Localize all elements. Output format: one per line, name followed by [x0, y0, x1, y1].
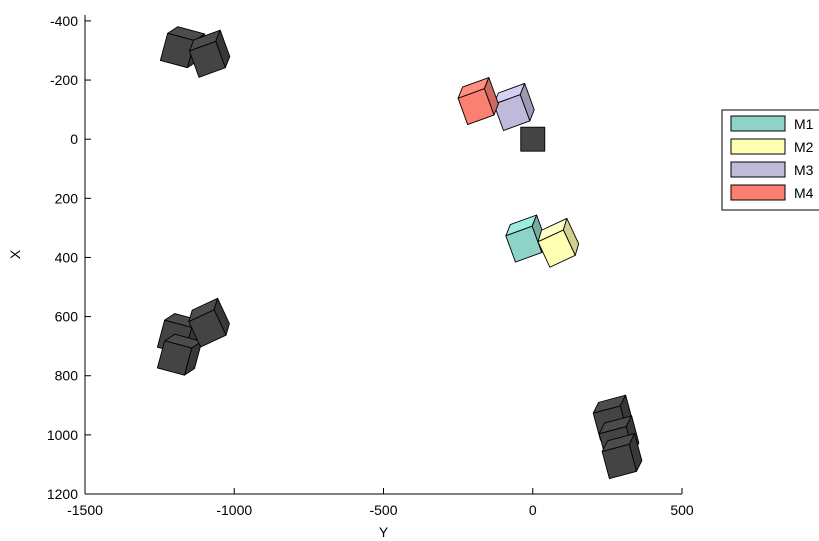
cube-face-front: [493, 94, 531, 131]
y-tick-label: 400: [55, 249, 79, 265]
y-tick-label: 600: [55, 309, 79, 325]
cube-m3: [493, 82, 535, 131]
cube-m1: [505, 214, 547, 263]
cube-m4: [457, 77, 499, 126]
legend-label: M2: [794, 139, 814, 155]
obstacle-cube: [188, 297, 230, 348]
cube-face-front: [188, 309, 227, 348]
y-tick-label: 200: [55, 190, 79, 206]
cube-face-front: [537, 229, 576, 268]
cube-markers: [156, 26, 643, 480]
legend-label: M1: [794, 116, 814, 132]
cube-face-front: [601, 443, 637, 480]
x-tick-label: -1500: [67, 502, 103, 518]
legend: M1 M2 M3 M4: [721, 109, 819, 211]
cube-face-front: [156, 340, 193, 376]
x-tick-label: -500: [369, 502, 397, 518]
legend-swatch: [730, 115, 786, 132]
legend-label: M4: [794, 185, 814, 201]
legend-swatch: [730, 184, 786, 201]
obstacle-cube: [520, 126, 546, 152]
ticks: -1500 -1000 -500 0 500 -400 -200 0 200 400 600 800 1…: [47, 13, 694, 518]
x-tick-label: 0: [529, 502, 537, 518]
y-tick-label: 1000: [47, 427, 78, 443]
legend-label: M3: [794, 162, 814, 178]
cube-face-front: [457, 88, 495, 126]
cube-face-front: [520, 126, 546, 152]
obstacle-cube: [601, 433, 643, 480]
y-tick-label: -200: [50, 72, 78, 88]
cube-face-front: [505, 225, 543, 263]
legend-swatch: [730, 161, 786, 178]
x-axis-label: Y: [379, 524, 389, 540]
y-tick-label: 1200: [47, 486, 78, 502]
legend-swatch: [730, 138, 786, 155]
axes: [84, 15, 682, 495]
x-tick-label: 500: [670, 502, 694, 518]
y-axis-label: X: [7, 249, 23, 259]
cube-m2: [537, 217, 580, 268]
obstacle-cube: [188, 29, 231, 78]
y-tick-label: 800: [55, 368, 79, 384]
y-tick-label: -400: [50, 13, 78, 29]
x-tick-label: -1000: [216, 502, 252, 518]
y-tick-label: 0: [70, 131, 78, 147]
cube-face-front: [188, 40, 226, 78]
